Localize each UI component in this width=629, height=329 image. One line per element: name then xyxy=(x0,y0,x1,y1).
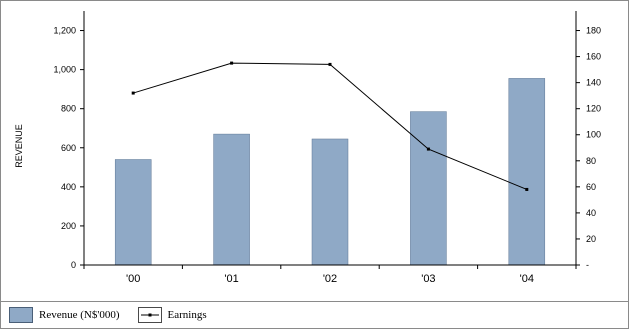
bar-series-revenue xyxy=(114,78,546,266)
legend-item-revenue: Revenue (N$'000) xyxy=(9,307,120,323)
right-tick-label-5: 100 xyxy=(586,130,601,140)
combo-chart: 0 200 400 600 800 1,000 1,200 - 20 40 60 80 100 120 1… xyxy=(14,11,601,285)
right-tick-label-6: 120 xyxy=(586,104,601,114)
bar-4 xyxy=(508,78,546,266)
x-tick-label-3: '03 xyxy=(421,273,435,285)
right-tick-label-2: 40 xyxy=(586,208,596,218)
earnings-point-3 xyxy=(426,147,430,151)
x-tick-label-4: '04 xyxy=(520,273,534,285)
bar-0 xyxy=(114,159,152,266)
left-tick-label-5: 1,000 xyxy=(53,65,76,75)
legend-label-earnings: Earnings xyxy=(167,309,207,321)
earnings-point-0 xyxy=(131,91,135,95)
legend-swatch-revenue xyxy=(9,307,33,323)
right-tick-label-1: 20 xyxy=(586,234,596,244)
x-axis-ticks: '00 '01 '02 '03 '04 xyxy=(83,265,577,285)
left-tick-label-4: 800 xyxy=(61,104,76,114)
right-tick-label-3: 60 xyxy=(586,182,596,192)
right-tick-label-9: 180 xyxy=(586,26,601,36)
left-axis-ticks: 0 200 400 600 800 1,000 1,200 xyxy=(53,26,84,270)
bar-1 xyxy=(213,133,250,266)
right-axis-ticks: - 20 40 60 80 100 120 140 160 180 xyxy=(576,26,601,270)
right-tick-label-7: 140 xyxy=(586,78,601,88)
right-tick-label-0: - xyxy=(586,260,589,270)
legend-item-earnings: Earnings xyxy=(137,307,207,323)
y-axis-label: REVENUE xyxy=(14,124,24,168)
earnings-point-2 xyxy=(328,62,332,66)
bar-2 xyxy=(311,138,349,266)
left-tick-label-3: 600 xyxy=(61,143,76,153)
left-tick-label-1: 200 xyxy=(61,221,76,231)
axes xyxy=(83,11,577,266)
legend-swatch-earnings xyxy=(137,307,162,323)
x-tick-label-2: '02 xyxy=(323,273,337,285)
line-series-earnings xyxy=(131,61,529,191)
left-tick-label-6: 1,200 xyxy=(53,26,76,36)
bar-3 xyxy=(410,111,447,266)
right-tick-label-4: 80 xyxy=(586,156,596,166)
earnings-point-1 xyxy=(230,61,234,65)
left-tick-label-0: 0 xyxy=(71,260,76,270)
x-tick-label-1: '01 xyxy=(224,273,238,285)
right-tick-label-8: 160 xyxy=(586,52,601,62)
left-tick-label-2: 400 xyxy=(61,182,76,192)
legend: Revenue (N$'000) Earnings xyxy=(1,301,628,328)
legend-label-revenue: Revenue (N$'000) xyxy=(39,309,120,321)
x-tick-label-0: '00 xyxy=(126,273,140,285)
earnings-point-4 xyxy=(525,187,529,191)
